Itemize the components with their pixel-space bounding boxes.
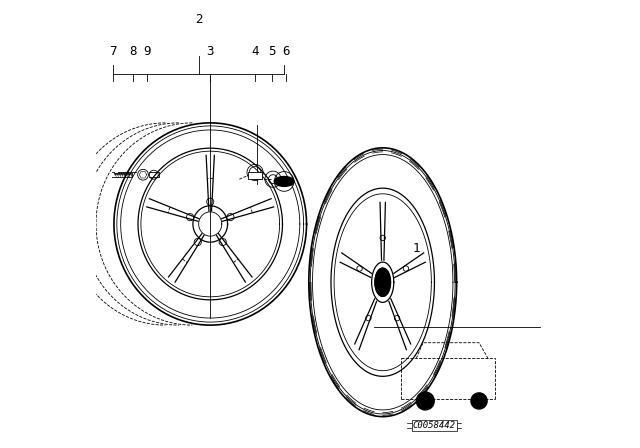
Text: 1: 1: [413, 242, 420, 255]
Bar: [248, 172, 262, 179]
Text: 5: 5: [268, 45, 276, 58]
Text: 3: 3: [207, 45, 214, 58]
Text: 2: 2: [195, 13, 202, 26]
Ellipse shape: [375, 268, 390, 297]
Text: 9: 9: [143, 45, 150, 58]
Ellipse shape: [275, 177, 294, 186]
Circle shape: [471, 393, 487, 409]
Text: 4: 4: [252, 45, 259, 58]
Text: 7: 7: [109, 45, 116, 58]
Text: C0058442: C0058442: [413, 421, 456, 430]
Text: 8: 8: [129, 45, 137, 58]
Circle shape: [417, 392, 435, 410]
Text: 6: 6: [283, 45, 290, 58]
